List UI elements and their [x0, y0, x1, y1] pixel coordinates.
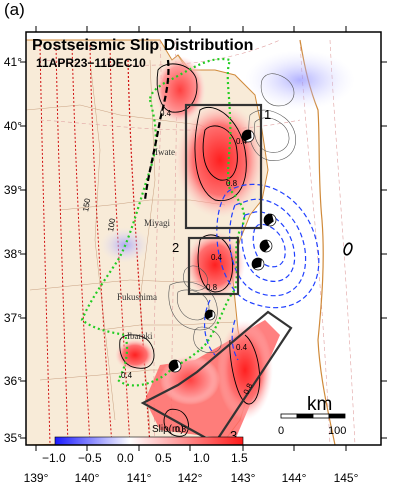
place-iwate: Iwate [155, 147, 175, 157]
mainshock-contours [203, 183, 320, 361]
cbar-tick-2: 0.0 [117, 451, 134, 465]
lon-145: 145° [334, 471, 359, 485]
box-2-label: 2 [172, 240, 179, 255]
cbar-tick-4: 1.0 [193, 451, 210, 465]
contour-label-h: 0.8 [242, 381, 255, 395]
lon-139: 139° [24, 471, 49, 485]
cbar-tick-5: 1.5 [231, 451, 248, 465]
colorbar-title: Slip(m) [152, 424, 184, 435]
lat-36: 36° [4, 374, 22, 388]
longitude-labels: 139° 140° 141° 142° 143° 144° 145° [24, 471, 359, 485]
place-fukushima: Fukushima [117, 292, 157, 302]
lon-143: 143° [231, 471, 256, 485]
contour-label-i: 0.8 [175, 425, 187, 434]
panel-label: (a) [4, 0, 25, 19]
lat-40: 40° [4, 119, 22, 133]
map-subtitle: 11APR23−11DEC10 [36, 56, 146, 70]
contour-label-d: 0.8 [206, 283, 218, 292]
place-ibaraki: Ibaraki [127, 331, 153, 341]
isodepth-150: 150 [81, 197, 92, 212]
lon-141: 141° [127, 471, 152, 485]
scale-min: 0 [278, 425, 284, 437]
lon-140: 140° [75, 471, 100, 485]
contour-label-c: 0.4 [236, 137, 248, 146]
cbar-tick-0: −1.0 [42, 451, 66, 465]
lon-142: 142° [178, 471, 203, 485]
contour-label-e: 0.4 [211, 253, 223, 262]
lat-39: 39° [4, 183, 22, 197]
focal-mechanisms [168, 129, 353, 373]
scale-unit: km [307, 394, 332, 415]
slab-isodepth-contours [39, 44, 151, 445]
fault-trace [143, 59, 170, 201]
map-title: Postseismic Slip Distribution [32, 37, 253, 54]
model-region-outline [80, 57, 246, 387]
contour-label-f: 0.4 [121, 371, 133, 380]
scale-max: 100 [328, 425, 346, 437]
colorbar-ticks: −1.0 −0.5 0.0 0.5 1.0 1.5 [42, 451, 248, 465]
box-1 [184, 103, 263, 230]
map-frame [25, 31, 382, 446]
isodepth-100: 100 [106, 217, 117, 232]
cbar-tick-3: 0.5 [155, 451, 172, 465]
axis-ticks [20, 26, 387, 451]
colorbar: Slip(m) [54, 424, 244, 445]
scale-bar: km 0 100 [278, 394, 346, 437]
lat-41: 41° [4, 55, 22, 69]
lat-38: 38° [4, 247, 22, 261]
contour-label-g: 0.4 [236, 343, 248, 352]
lon-144: 144° [282, 471, 307, 485]
box-3-label: 3 [230, 428, 237, 443]
place-miyagi: Miyagi [144, 218, 170, 228]
aftershock-contours [168, 73, 296, 353]
box-1-label: 1 [264, 107, 271, 122]
lat-35: 35° [4, 431, 22, 445]
lat-37: 37° [4, 311, 22, 325]
box-2 [187, 236, 240, 296]
cbar-tick-1: −0.5 [78, 451, 102, 465]
latitude-labels: 41° 40° 39° 38° 37° 36° 35° [4, 55, 22, 445]
contour-label-b: 0.8 [226, 179, 238, 188]
contour-label-a: 0.4 [160, 109, 172, 118]
